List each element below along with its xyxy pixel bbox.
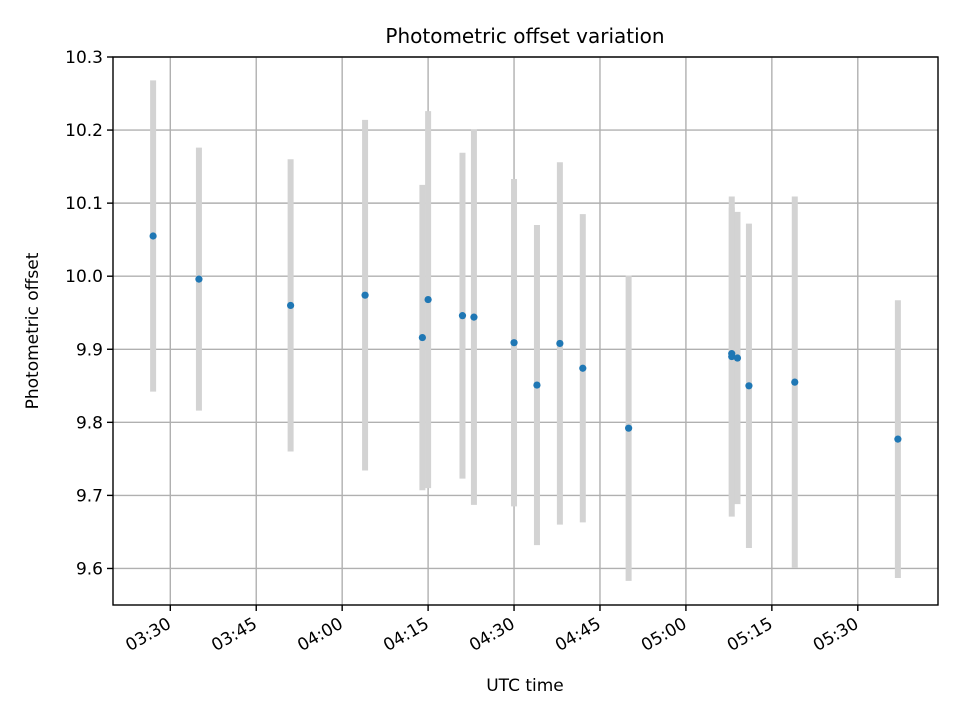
y-axis-title: Photometric offset <box>23 252 43 409</box>
y-tick-label: 10.1 <box>65 194 103 214</box>
x-tick-label: 03:30 <box>122 614 174 656</box>
data-point <box>894 435 902 443</box>
x-tick-label: 04:45 <box>552 614 604 656</box>
data-point <box>533 381 541 389</box>
x-axis-ticks: 03:30 03:45 04:00 04:15 04:30 04:45 05:00 05:15… <box>122 605 862 656</box>
data-point <box>470 313 478 321</box>
data-point <box>418 333 426 342</box>
data-point <box>625 424 633 432</box>
x-tick-label: 05:15 <box>724 614 776 656</box>
x-tick-label: 04:15 <box>380 614 432 656</box>
y-tick-label: 9.9 <box>76 340 103 360</box>
x-tick-label: 05:00 <box>638 614 690 656</box>
data-point <box>424 295 432 304</box>
y-axis-ticks: 9.6 9.7 9.8 9.9 10.0 10.1 10.2 10.3 <box>65 48 113 579</box>
x-tick-label: 04:30 <box>466 614 518 656</box>
y-tick-label: 10.2 <box>65 121 103 141</box>
x-tick-label: 03:45 <box>208 614 260 656</box>
x-tick-label: 05:30 <box>810 614 862 656</box>
data-point <box>733 354 742 362</box>
grid-lines <box>113 56 938 605</box>
data-point <box>361 291 369 299</box>
data-points <box>149 232 902 443</box>
data-point <box>149 232 157 240</box>
data-point <box>287 301 295 310</box>
chart-title: Photometric offset variation <box>385 24 664 48</box>
data-point <box>510 339 518 347</box>
data-point <box>458 312 467 320</box>
plot-frame <box>112 56 939 606</box>
y-tick-label: 9.7 <box>76 486 103 506</box>
y-tick-label: 10.0 <box>65 267 103 287</box>
y-tick-label: 9.6 <box>76 559 103 579</box>
x-tick-label: 04:00 <box>294 614 346 656</box>
data-point <box>556 339 564 348</box>
data-point <box>745 382 753 390</box>
data-point <box>579 364 587 372</box>
data-point <box>728 350 736 358</box>
data-point <box>791 378 799 386</box>
errorbars <box>150 80 901 581</box>
y-tick-label: 10.3 <box>65 48 103 68</box>
x-axis-title: UTC time <box>486 676 564 696</box>
y-tick-label: 9.8 <box>76 413 103 433</box>
data-point <box>195 275 203 283</box>
